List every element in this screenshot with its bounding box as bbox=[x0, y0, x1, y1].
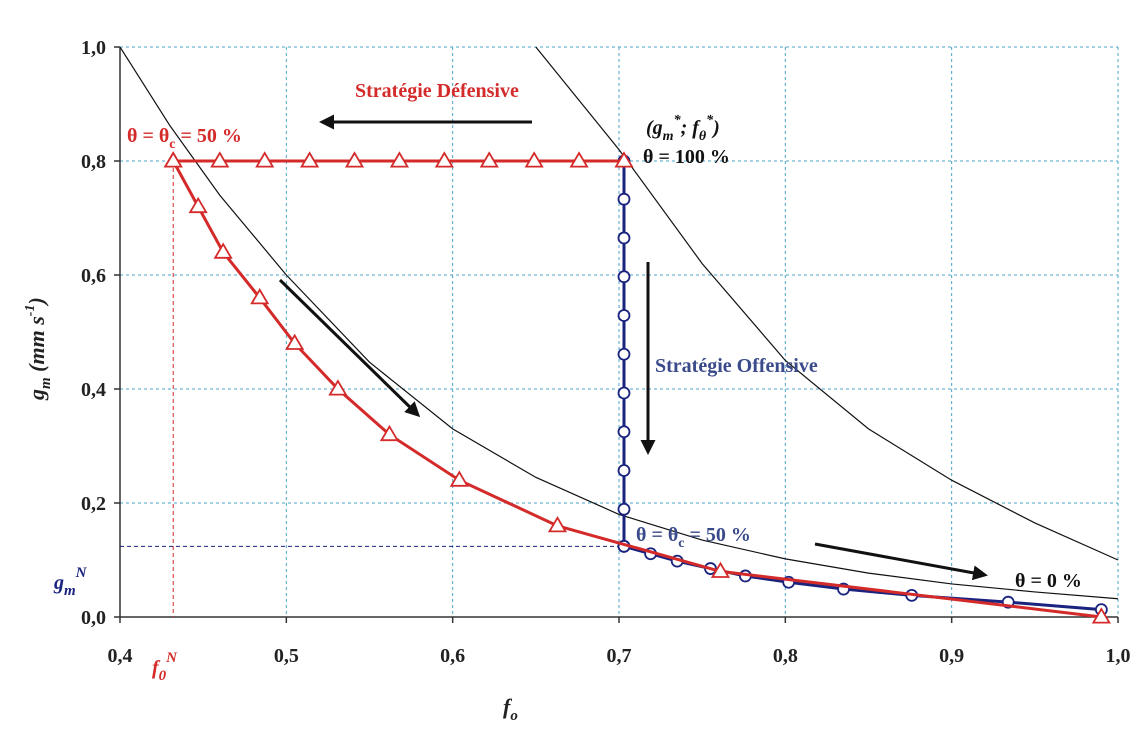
theta-100-label: θ = 100 % bbox=[643, 146, 730, 168]
y-tick-label: 0,0 bbox=[81, 607, 106, 629]
y-axis-label: gm (mm s-1) bbox=[23, 297, 54, 401]
x-tick-label: 1,0 bbox=[1106, 645, 1131, 667]
f0N-label: f0N bbox=[152, 650, 178, 684]
x-tick-label: 0,4 bbox=[108, 645, 133, 667]
series-layer bbox=[163, 151, 1111, 624]
series-point-defensive bbox=[210, 151, 230, 168]
series-point-offensive bbox=[617, 425, 631, 439]
x-tick-label: 0,5 bbox=[274, 645, 299, 667]
defensive-strategy-label: Stratégie Défensive bbox=[355, 80, 519, 102]
series-point-defensive bbox=[524, 151, 544, 168]
series-point-defensive bbox=[389, 151, 410, 168]
series-point-defensive bbox=[710, 561, 731, 578]
series-point-offensive bbox=[617, 347, 631, 361]
series-point-defensive bbox=[479, 151, 499, 168]
y-tick-label: 0,2 bbox=[81, 493, 106, 515]
theta-zero-arrow bbox=[814, 542, 988, 581]
y-tick-label: 1,0 bbox=[81, 37, 106, 59]
series-point-defensive bbox=[614, 151, 634, 168]
y-tick-label: 0,4 bbox=[81, 379, 106, 401]
guide-lines bbox=[120, 161, 624, 617]
theta-c-right-label: θ = θc = 50 % bbox=[636, 524, 751, 551]
series-point-defensive bbox=[213, 242, 233, 259]
offensive-strategy-label: Stratégie Offensive bbox=[655, 355, 818, 377]
reference-curve-1 bbox=[120, 47, 1118, 600]
series-point-offensive bbox=[617, 309, 631, 322]
y-tick-label: 0,8 bbox=[81, 151, 106, 173]
x-axis-label: fo bbox=[503, 694, 518, 724]
theta-0-label: θ = 0 % bbox=[1015, 570, 1082, 592]
reference-curve-2 bbox=[535, 47, 1118, 561]
series-point-defensive bbox=[285, 333, 305, 350]
series-point-defensive bbox=[569, 151, 589, 168]
grid-layer bbox=[120, 47, 1118, 617]
curve-arrow bbox=[278, 278, 421, 418]
arrow-layer bbox=[278, 114, 988, 581]
series-point-defensive bbox=[300, 151, 320, 168]
axes-layer bbox=[114, 46, 1119, 623]
series-point-offensive bbox=[617, 192, 631, 206]
series-line-2 bbox=[622, 161, 1102, 612]
series-point-defensive bbox=[449, 470, 469, 487]
series-point-defensive bbox=[163, 151, 183, 168]
series-point-offensive bbox=[617, 386, 631, 400]
theta-c-left-label: θ = θc = 50 % bbox=[127, 125, 242, 152]
series-point-defensive bbox=[250, 288, 270, 305]
series-point-defensive bbox=[188, 196, 208, 214]
x-tick-label: 0,8 bbox=[773, 645, 798, 667]
optimum-point-label: (gm*; fθ*) bbox=[646, 113, 720, 144]
series-point-defensive bbox=[434, 151, 454, 168]
series-point-defensive bbox=[379, 424, 400, 442]
series-point-defensive bbox=[547, 516, 568, 533]
series-point-offensive bbox=[617, 231, 631, 245]
series-point-defensive bbox=[344, 151, 365, 168]
gmN-label: gmN bbox=[53, 565, 88, 599]
series-point-defensive bbox=[1091, 607, 1111, 624]
series-point-offensive bbox=[617, 502, 631, 516]
series-point-defensive bbox=[255, 151, 275, 168]
x-tick-label: 0,9 bbox=[939, 645, 964, 667]
series-point-defensive bbox=[328, 379, 348, 396]
reference-curves bbox=[120, 47, 1118, 600]
tick-labels: 0,4 0,5 0,6 0,7 0,8 0,9 1,0 0,0 0,2 0,4 0,6 0,8 1,0 bbox=[81, 37, 1131, 667]
series-point-offensive bbox=[617, 270, 631, 284]
y-tick-label: 0,6 bbox=[81, 265, 106, 287]
x-tick-label: 0,7 bbox=[607, 645, 632, 667]
x-tick-label: 0,6 bbox=[440, 645, 465, 667]
series-point-offensive bbox=[617, 464, 631, 477]
